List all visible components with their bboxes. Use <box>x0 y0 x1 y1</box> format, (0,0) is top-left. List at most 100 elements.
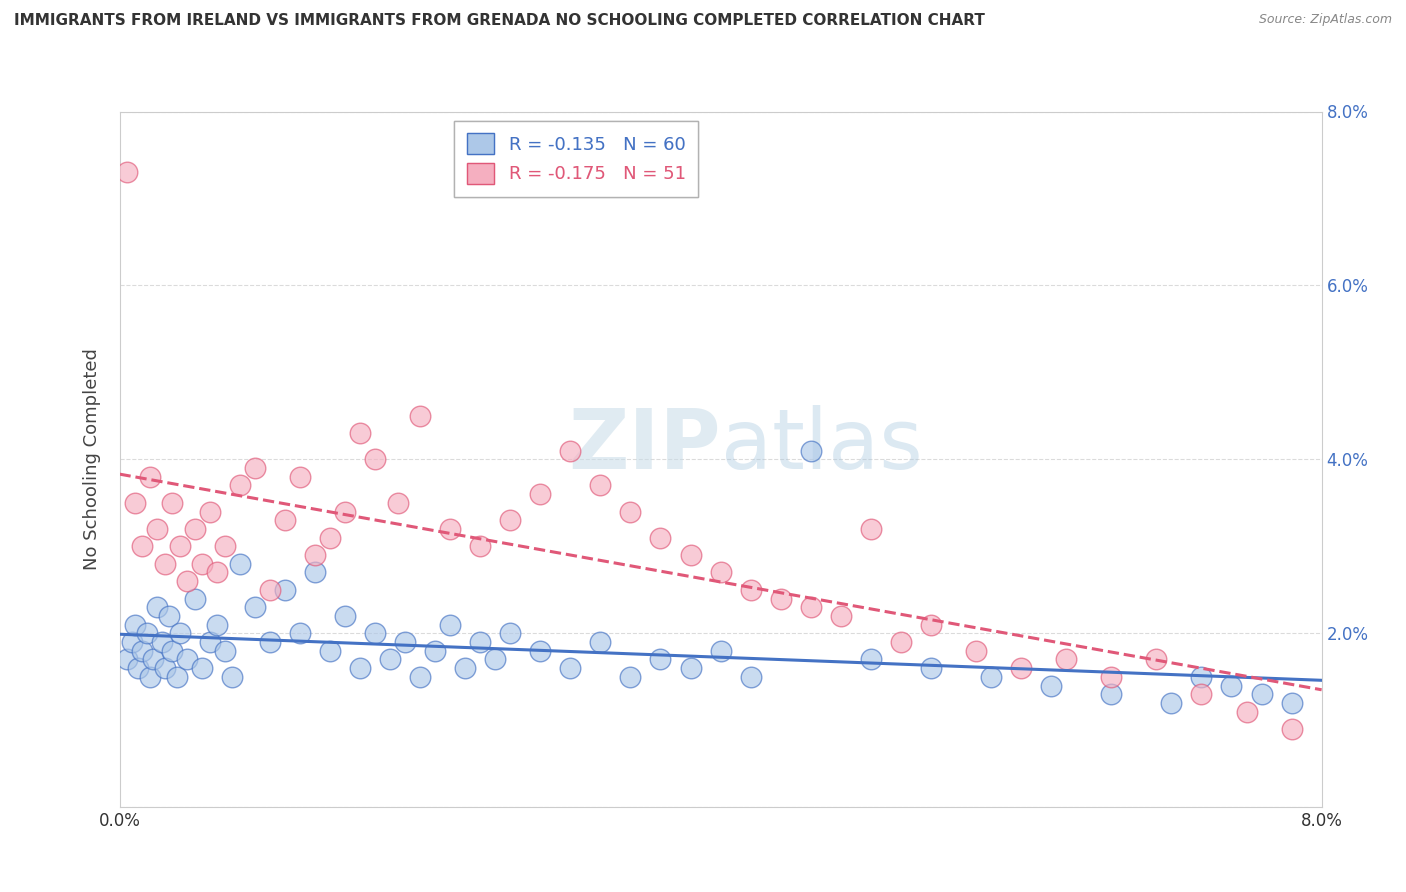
Point <box>160 496 183 510</box>
Point <box>288 469 311 483</box>
Point <box>1220 678 1243 692</box>
Point <box>243 461 266 475</box>
Point <box>1099 670 1122 684</box>
Point <box>288 626 311 640</box>
Point <box>319 531 342 545</box>
Point <box>529 487 551 501</box>
Point <box>529 644 551 658</box>
Point <box>859 522 882 536</box>
Point <box>333 505 356 519</box>
Point <box>439 617 461 632</box>
Point <box>349 426 371 441</box>
Point <box>679 548 702 562</box>
Point <box>499 626 522 640</box>
Point <box>800 600 823 615</box>
Point <box>131 539 153 553</box>
Point <box>709 566 731 580</box>
Point <box>191 557 214 571</box>
Point <box>560 661 582 675</box>
Point <box>1189 670 1212 684</box>
Point <box>830 608 852 623</box>
Point <box>920 661 942 675</box>
Point <box>619 505 641 519</box>
Point <box>121 635 143 649</box>
Text: Source: ZipAtlas.com: Source: ZipAtlas.com <box>1258 13 1392 27</box>
Point <box>183 522 205 536</box>
Point <box>409 670 432 684</box>
Point <box>169 539 191 553</box>
Point <box>364 452 387 467</box>
Point <box>153 557 176 571</box>
Legend: R = -0.135   N = 60, R = -0.175   N = 51: R = -0.135 N = 60, R = -0.175 N = 51 <box>454 120 699 196</box>
Point <box>333 608 356 623</box>
Point <box>304 548 326 562</box>
Point <box>484 652 506 666</box>
Point <box>980 670 1002 684</box>
Point <box>769 591 792 606</box>
Point <box>364 626 387 640</box>
Point <box>176 652 198 666</box>
Point <box>423 644 446 658</box>
Point <box>740 582 762 597</box>
Point <box>198 505 221 519</box>
Point <box>146 600 169 615</box>
Point <box>920 617 942 632</box>
Point <box>1281 696 1303 710</box>
Point <box>274 513 297 527</box>
Point <box>304 566 326 580</box>
Point <box>1054 652 1077 666</box>
Point <box>859 652 882 666</box>
Point <box>183 591 205 606</box>
Point <box>166 670 188 684</box>
Point <box>157 608 180 623</box>
Point <box>965 644 987 658</box>
Point <box>169 626 191 640</box>
Point <box>319 644 342 658</box>
Point <box>1160 696 1182 710</box>
Point <box>259 582 281 597</box>
Point <box>679 661 702 675</box>
Point <box>191 661 214 675</box>
Y-axis label: No Schooling Completed: No Schooling Completed <box>83 349 101 570</box>
Point <box>243 600 266 615</box>
Point <box>1144 652 1167 666</box>
Point <box>709 644 731 658</box>
Point <box>650 531 672 545</box>
Text: IMMIGRANTS FROM IRELAND VS IMMIGRANTS FROM GRENADA NO SCHOOLING COMPLETED CORREL: IMMIGRANTS FROM IRELAND VS IMMIGRANTS FR… <box>14 13 986 29</box>
Point <box>142 652 165 666</box>
Point <box>890 635 912 649</box>
Point <box>589 478 612 492</box>
Point <box>135 626 157 640</box>
Point <box>131 644 153 658</box>
Point <box>221 670 243 684</box>
Point <box>468 539 492 553</box>
Point <box>228 557 252 571</box>
Point <box>378 652 401 666</box>
Point <box>409 409 432 423</box>
Point <box>146 522 169 536</box>
Point <box>499 513 522 527</box>
Point <box>198 635 221 649</box>
Text: atlas: atlas <box>720 405 922 486</box>
Point <box>1250 687 1272 701</box>
Point <box>228 478 252 492</box>
Point <box>259 635 281 649</box>
Point <box>124 496 146 510</box>
Text: ZIP: ZIP <box>568 405 720 486</box>
Point <box>124 617 146 632</box>
Point <box>560 443 582 458</box>
Point <box>115 652 138 666</box>
Point <box>205 566 228 580</box>
Point <box>1189 687 1212 701</box>
Point <box>1099 687 1122 701</box>
Point <box>800 443 823 458</box>
Point <box>619 670 641 684</box>
Point <box>205 617 228 632</box>
Point <box>1281 722 1303 736</box>
Point <box>740 670 762 684</box>
Point <box>214 644 236 658</box>
Point <box>1236 705 1258 719</box>
Point <box>1010 661 1032 675</box>
Point <box>176 574 198 589</box>
Point <box>150 635 173 649</box>
